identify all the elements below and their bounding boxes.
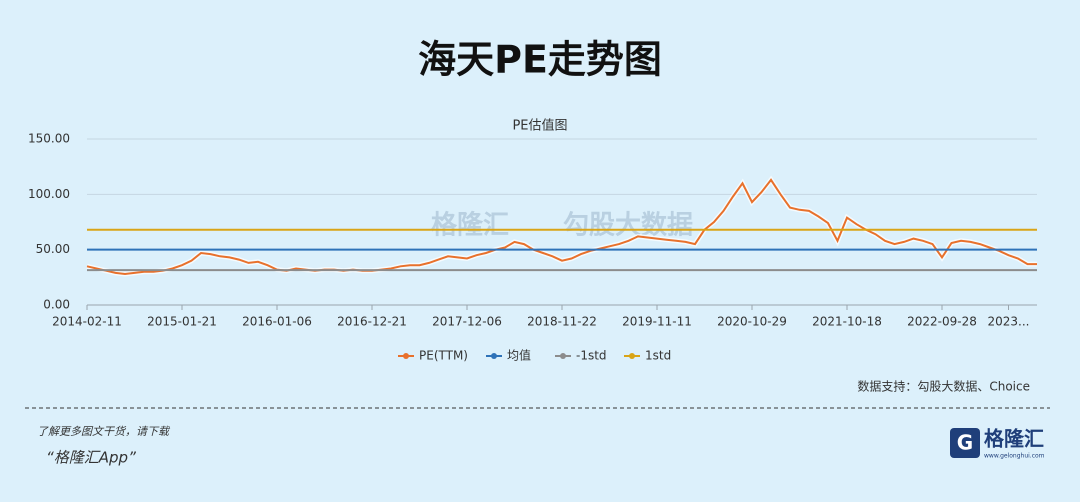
source-note: 数据支持：勾股大数据、Choice <box>857 379 1030 394</box>
legend-dot <box>560 353 566 359</box>
logo-url: www.gelonghui.com <box>984 453 1045 460</box>
watermark: 格隆汇 <box>431 210 509 241</box>
y-tick-label: 0.00 <box>43 298 70 312</box>
x-tick-label: 2017-12-06 <box>432 315 502 329</box>
x-tick-label: 2021-10-18 <box>812 315 882 329</box>
legend-dot <box>403 353 409 359</box>
x-tick-label: 2015-01-21 <box>147 315 217 329</box>
page-title: 海天PE走势图 <box>418 38 662 82</box>
x-tick-label: 2022-09-28 <box>907 315 977 329</box>
x-tick-label: 2020-10-29 <box>717 315 787 329</box>
legend-label: 1std <box>645 349 671 363</box>
legend-label: -1std <box>576 349 607 363</box>
watermark: 勾股大数据 <box>563 211 693 241</box>
legend-label: PE(TTM) <box>419 349 468 363</box>
x-tick-label: 2018-11-22 <box>527 315 597 329</box>
logo-icon-letter: G <box>957 431 973 455</box>
x-tick-label: 2016-01-06 <box>242 315 312 329</box>
x-tick-label: 2019-11-11 <box>622 315 692 329</box>
x-tick-label: 2023... <box>988 315 1030 329</box>
logo-text: 格隆汇 <box>984 427 1044 451</box>
y-tick-label: 50.00 <box>36 242 70 256</box>
y-tick-label: 100.00 <box>28 187 70 201</box>
pe-line <box>86 178 1037 276</box>
legend-dot <box>629 353 635 359</box>
footer-text: 了解更多图文干货，请下载 <box>37 425 171 438</box>
legend-label: 均值 <box>507 348 531 363</box>
x-tick-label: 2014-02-11 <box>52 315 122 329</box>
x-tick-label: 2016-12-21 <box>337 315 407 329</box>
footer-app: “格隆汇App” <box>46 449 136 467</box>
chart-title: PE估值图 <box>512 118 567 134</box>
logo-icon <box>950 428 980 458</box>
y-tick-label: 150.00 <box>28 132 70 146</box>
legend-dot <box>491 353 497 359</box>
